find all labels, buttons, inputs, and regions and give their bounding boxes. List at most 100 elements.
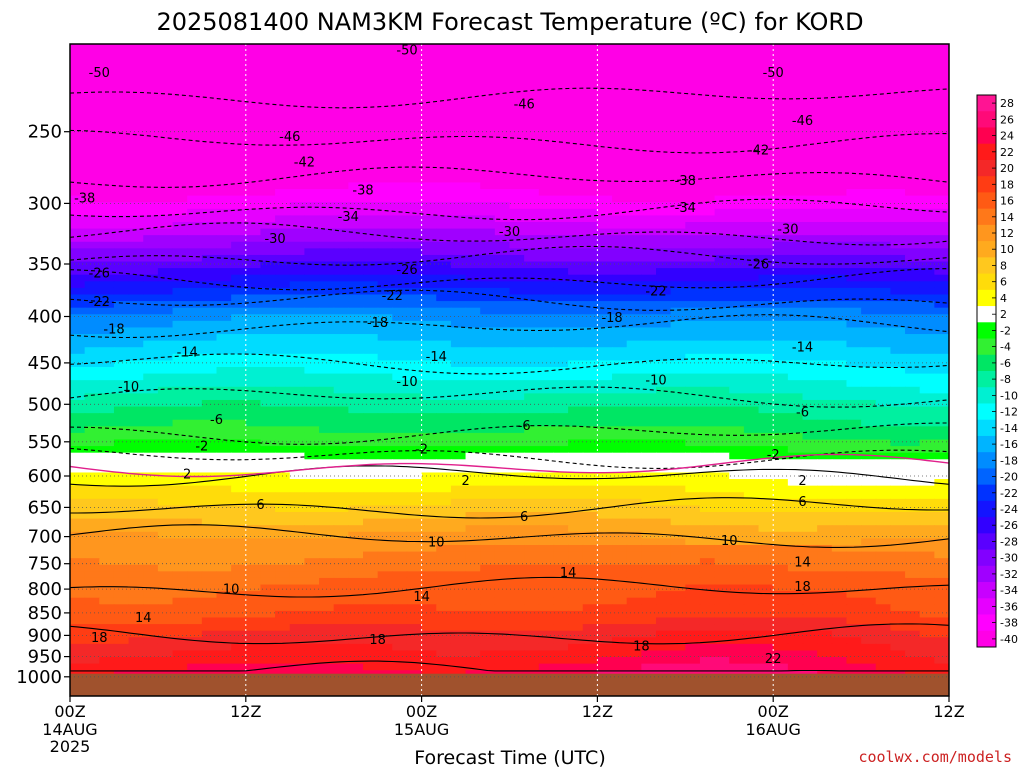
field-cell [612, 413, 628, 421]
field-cell [612, 294, 628, 302]
field-cell [172, 221, 188, 230]
field-cell [333, 465, 349, 474]
field-cell [612, 551, 628, 559]
field-cell [919, 215, 935, 223]
field-cell [553, 287, 569, 296]
field-cell [568, 162, 584, 170]
field-cell [597, 558, 613, 566]
field-cell [714, 327, 730, 335]
field-cell [333, 432, 349, 441]
field-cell [743, 142, 760, 151]
field-cell [304, 287, 320, 296]
field-cell [304, 182, 320, 190]
field-cell [612, 248, 628, 256]
field-cell [685, 268, 701, 276]
field-cell [84, 413, 100, 421]
field-cell [817, 261, 833, 269]
field-cell [275, 195, 291, 203]
field-cell [890, 327, 906, 335]
field-cell [245, 531, 262, 539]
field-cell [612, 261, 628, 269]
field-cell [641, 360, 657, 368]
field-cell [861, 327, 877, 335]
field-cell [553, 142, 569, 151]
field-cell [875, 50, 891, 58]
field-cell [99, 103, 115, 111]
field-cell [143, 248, 159, 256]
field-cell [84, 50, 100, 58]
field-cell [480, 446, 496, 454]
field-cell [802, 63, 818, 71]
field-cell [641, 393, 657, 401]
field-cell [260, 294, 276, 302]
field-cell [143, 432, 159, 441]
field-cell [905, 472, 921, 480]
field-cell [201, 215, 218, 223]
field-cell [729, 50, 745, 58]
field-cell [875, 505, 891, 513]
field-cell [861, 406, 877, 414]
field-cell [216, 512, 232, 520]
field-cell [729, 129, 745, 137]
field-cell [509, 281, 525, 289]
field-cell [289, 571, 305, 579]
field-cell [128, 123, 144, 131]
field-cell [553, 109, 569, 118]
field-cell [538, 485, 555, 493]
field-cell [538, 142, 555, 151]
field-cell [773, 228, 789, 236]
field-cell [392, 83, 408, 91]
field-cell [685, 399, 701, 408]
field-cell [231, 189, 247, 197]
field-cell [216, 465, 232, 474]
field-cell [172, 189, 188, 197]
field-cell [333, 294, 349, 302]
field-cell [304, 459, 320, 467]
field-cell [363, 367, 379, 375]
field-cell [612, 479, 628, 487]
field-cell [524, 241, 540, 249]
field-cell [743, 116, 760, 124]
field-cell [436, 116, 452, 124]
field-cell [568, 129, 584, 137]
field-cell [363, 268, 379, 276]
field-cell [113, 446, 130, 454]
field-cell [802, 241, 818, 249]
field-cell [524, 221, 540, 230]
field-cell [875, 44, 891, 52]
field-cell [582, 498, 598, 507]
field-cell [568, 195, 584, 203]
field-cell [919, 432, 935, 441]
field-cell [861, 399, 877, 408]
field-cell [260, 360, 276, 368]
field-cell [172, 156, 188, 164]
field-cell [450, 301, 467, 309]
field-cell [568, 116, 584, 124]
field-cell [172, 76, 188, 85]
field-cell [231, 360, 247, 368]
field-cell [216, 44, 232, 52]
field-cell [597, 367, 613, 375]
field-cell [348, 294, 364, 302]
field-cell [641, 307, 657, 315]
field-cell [377, 479, 393, 487]
field-cell [465, 235, 481, 243]
field-cell [641, 406, 657, 414]
field-cell [568, 577, 584, 586]
field-cell [143, 274, 159, 282]
field-cell [99, 386, 115, 394]
field-cell [289, 208, 305, 216]
field-cell [568, 109, 584, 118]
field-cell [113, 50, 130, 58]
field-cell [319, 241, 335, 249]
field-cell [919, 149, 935, 157]
field-cell [524, 83, 540, 91]
field-cell [304, 544, 320, 553]
field-cell [392, 70, 408, 78]
field-cell [626, 327, 642, 335]
field-cell [685, 452, 701, 460]
field-cell [846, 136, 862, 144]
field-cell [817, 459, 833, 467]
field-cell [934, 162, 949, 170]
field-cell [861, 347, 877, 355]
